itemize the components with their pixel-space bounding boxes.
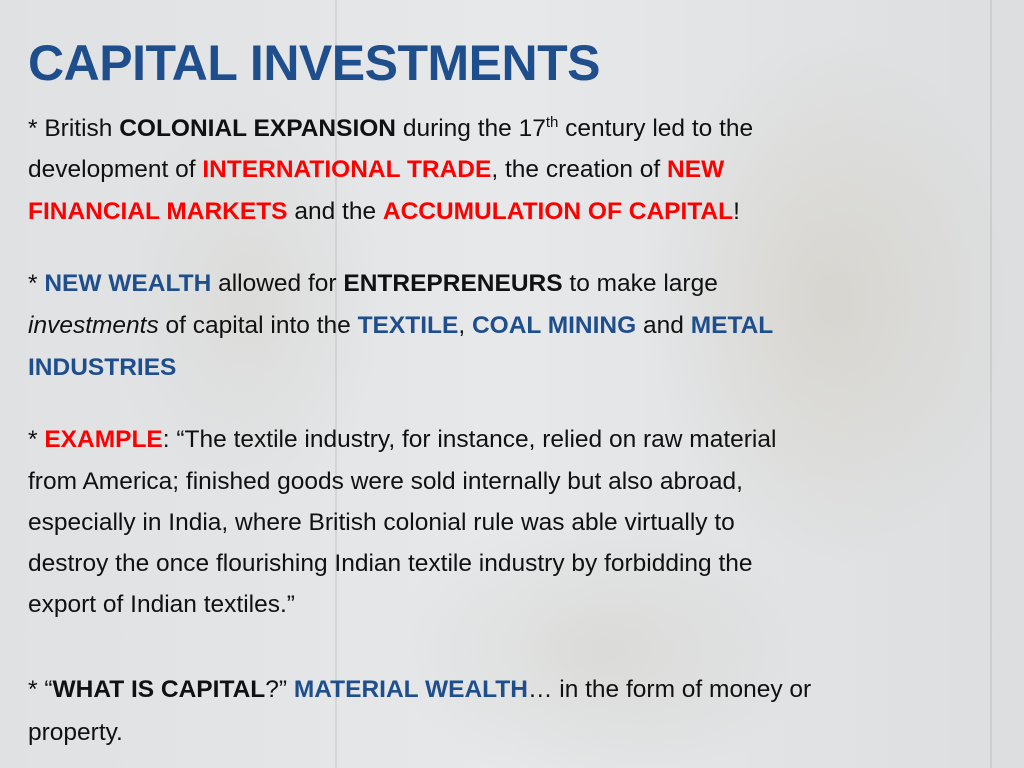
emphasis-text: MATERIAL WEALTH bbox=[293, 676, 528, 703]
emphasis-text: INTERNATIONAL TRADE bbox=[202, 156, 492, 183]
text-segment: , bbox=[458, 312, 472, 339]
text-segment: of capital into the bbox=[158, 312, 358, 339]
text-segment: * bbox=[28, 426, 45, 453]
text-line: * NEW WEALTH allowed for ENTREPRENEURS t… bbox=[28, 270, 718, 298]
text-segment: from America; finished goods were sold i… bbox=[28, 468, 743, 495]
emphasis-text: ENTREPRENEURS bbox=[343, 270, 563, 297]
emphasis-text: WHAT IS CAPITAL bbox=[52, 676, 266, 703]
text-line: development of INTERNATIONAL TRADE, the … bbox=[28, 156, 724, 184]
emphasis-text: COAL MINING bbox=[471, 312, 637, 339]
text-segment: : “The textile industry, for instance, r… bbox=[162, 426, 777, 453]
text-line: destroy the once flourishing Indian text… bbox=[28, 550, 753, 578]
text-segment: destroy the once flourishing Indian text… bbox=[28, 550, 753, 577]
text-segment: and bbox=[636, 312, 691, 339]
text-line: * “WHAT IS CAPITAL?” MATERIAL WEALTH… in… bbox=[28, 676, 811, 704]
text-line: * British COLONIAL EXPANSION during the … bbox=[28, 115, 753, 143]
text-segment: * British bbox=[28, 115, 120, 142]
emphasis-text: TEXTILE bbox=[357, 312, 459, 339]
slide-title: CAPITAL INVESTMENTS bbox=[28, 35, 601, 91]
text-segment: century led to the bbox=[558, 115, 754, 142]
text-line: investments of capital into the TEXTILE,… bbox=[28, 312, 773, 340]
text-segment: during the 17 bbox=[396, 115, 546, 142]
text-segment: to make large bbox=[562, 270, 718, 297]
text-line: INDUSTRIES bbox=[28, 354, 176, 382]
emphasis-text: METAL bbox=[690, 312, 774, 339]
text-line: property. bbox=[28, 719, 123, 747]
text-segment: especially in India, where British colon… bbox=[28, 509, 735, 536]
text-segment: * bbox=[28, 270, 45, 297]
text-line: export of Indian textiles.” bbox=[28, 591, 295, 619]
text-line: * EXAMPLE: “The textile industry, for in… bbox=[28, 426, 776, 454]
emphasis-text: NEW WEALTH bbox=[44, 270, 212, 297]
text-line: FINANCIAL MARKETS and the ACCUMULATION O… bbox=[28, 198, 740, 226]
emphasis-text: NEW bbox=[667, 156, 725, 183]
text-line: from America; finished goods were sold i… bbox=[28, 468, 743, 496]
emphasis-text: investments bbox=[28, 312, 159, 339]
text-segment: ! bbox=[733, 198, 740, 225]
emphasis-text: COLONIAL EXPANSION bbox=[119, 115, 397, 142]
text-segment: export of Indian textiles.” bbox=[28, 591, 295, 618]
emphasis-text: th bbox=[545, 113, 559, 131]
text-line: especially in India, where British colon… bbox=[28, 509, 735, 537]
emphasis-text: EXAMPLE bbox=[44, 426, 163, 453]
text-segment: * “ bbox=[28, 676, 53, 703]
text-segment: , the creation of bbox=[491, 156, 668, 183]
emphasis-text: INDUSTRIES bbox=[28, 354, 177, 381]
text-segment: property. bbox=[28, 719, 123, 746]
text-segment: development of bbox=[28, 156, 203, 183]
text-segment: and the bbox=[287, 198, 383, 225]
text-segment: allowed for bbox=[211, 270, 344, 297]
text-segment: … in the form of money or bbox=[527, 676, 812, 703]
text-segment: ?” bbox=[265, 676, 294, 703]
emphasis-text: FINANCIAL MARKETS bbox=[28, 198, 288, 225]
emphasis-text: ACCUMULATION OF CAPITAL bbox=[382, 198, 734, 225]
